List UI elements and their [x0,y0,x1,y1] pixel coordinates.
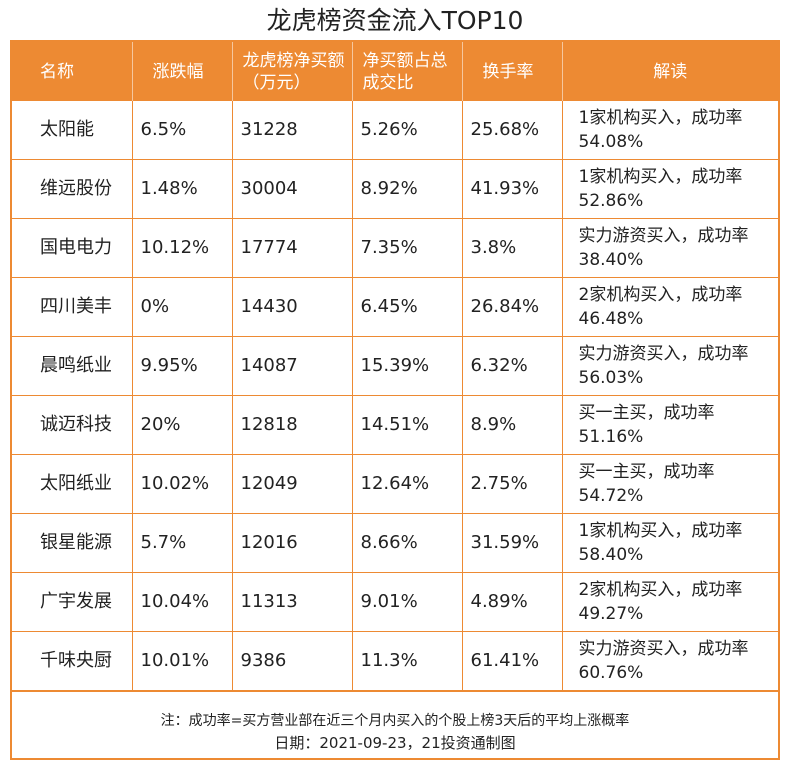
cell-ratio: 5.26% [352,101,463,160]
cell-net-buy: 9386 [232,631,353,692]
header-ratio: 净买额占总成交比 [352,42,463,101]
header-turnover: 换手率 [462,42,563,101]
cell-name: 太阳能 [12,101,133,160]
table-header-row: 名称 涨跌幅 龙虎榜净买额（万元） 净买额占总成交比 换手率 解读 [12,42,778,101]
date-line: 日期：2021-09-23，21投资通制图 [274,734,516,752]
cell-change: 9.95% [132,336,233,396]
table-row: 太阳能 6.5% 31228 5.26% 25.68% 1家机构买入，成功率54.08% [12,101,778,160]
cell-reading: 实力游资买入，成功率56.03% [562,336,778,396]
table-row: 诚迈科技 20% 12818 14.51% 8.9% 买一主买，成功率51.16% [12,395,778,455]
cell-change: 5.7% [132,513,233,573]
table-frame: 名称 涨跌幅 龙虎榜净买额（万元） 净买额占总成交比 换手率 解读 太阳能 6.5… [10,40,780,760]
table-row: 银星能源 5.7% 12016 8.66% 31.59% 1家机构买入，成功率58.40% [12,513,778,573]
table-row: 维远股份 1.48% 30004 8.92% 41.93% 1家机构买入，成功率52.86… [12,159,778,219]
cell-name: 晨鸣纸业 [12,336,133,396]
cell-ratio: 15.39% [352,336,463,396]
cell-name: 银星能源 [12,513,133,573]
cell-turnover: 2.75% [462,454,563,514]
cell-turnover: 26.84% [462,277,563,337]
cell-name: 国电电力 [12,218,133,278]
table-row: 太阳纸业 10.02% 12049 12.64% 2.75% 买一主买，成功率54.72% [12,454,778,514]
cell-reading: 实力游资买入，成功率38.40% [562,218,778,278]
cell-name: 千味央厨 [12,631,133,692]
cell-turnover: 3.8% [462,218,563,278]
cell-ratio: 14.51% [352,395,463,455]
cell-ratio: 7.35% [352,218,463,278]
cell-ratio: 8.92% [352,159,463,219]
cell-ratio: 9.01% [352,572,463,632]
cell-turnover: 31.59% [462,513,563,573]
cell-change: 10.12% [132,218,233,278]
cell-name: 四川美丰 [12,277,133,337]
header-reading: 解读 [562,42,778,101]
cell-net-buy: 12818 [232,395,353,455]
cell-turnover: 41.93% [462,159,563,219]
header-net-buy: 龙虎榜净买额（万元） [232,42,353,101]
cell-reading: 1家机构买入，成功率54.08% [562,101,778,160]
cell-net-buy: 30004 [232,159,353,219]
cell-ratio: 6.45% [352,277,463,337]
cell-name: 维远股份 [12,159,133,219]
table-row: 四川美丰 0% 14430 6.45% 26.84% 2家机构买入，成功率46.48% [12,277,778,337]
cell-net-buy: 14430 [232,277,353,337]
cell-turnover: 8.9% [462,395,563,455]
cell-turnover: 4.89% [462,572,563,632]
cell-net-buy: 14087 [232,336,353,396]
cell-reading: 1家机构买入，成功率52.86% [562,159,778,219]
cell-net-buy: 31228 [232,101,353,160]
cell-net-buy: 17774 [232,218,353,278]
cell-change: 0% [132,277,233,337]
cell-name: 广宇发展 [12,572,133,632]
cell-turnover: 61.41% [462,631,563,692]
cell-change: 20% [132,395,233,455]
cell-net-buy: 12049 [232,454,353,514]
cell-ratio: 11.3% [352,631,463,692]
cell-change: 1.48% [132,159,233,219]
footnote: 注：成功率=买方营业部在近三个月内买入的个股上榜3天后的平均上涨概率 [160,713,630,729]
cell-ratio: 8.66% [352,513,463,573]
cell-name: 太阳纸业 [12,454,133,514]
cell-reading: 1家机构买入，成功率58.40% [562,513,778,573]
cell-reading: 2家机构买入，成功率46.48% [562,277,778,337]
table-row: 国电电力 10.12% 17774 7.35% 3.8% 实力游资买入，成功率38.40% [12,218,778,278]
cell-turnover: 25.68% [462,101,563,160]
cell-change: 10.01% [132,631,233,692]
cell-turnover: 6.32% [462,336,563,396]
cell-reading: 买一主买，成功率51.16% [562,395,778,455]
page-title: 龙虎榜资金流入TOP10 [266,6,524,35]
cell-change: 6.5% [132,101,233,160]
cell-reading: 实力游资买入，成功率60.76% [562,631,778,692]
table-row: 广宇发展 10.04% 11313 9.01% 4.89% 2家机构买入，成功率49.27… [12,572,778,632]
header-name: 名称 [12,42,133,101]
table-row: 晨鸣纸业 9.95% 14087 15.39% 6.32% 实力游资买入，成功率56.03… [12,336,778,396]
data-table: 名称 涨跌幅 龙虎榜净买额（万元） 净买额占总成交比 换手率 解读 太阳能 6.5… [12,42,778,692]
cell-reading: 买一主买，成功率54.72% [562,454,778,514]
cell-ratio: 12.64% [352,454,463,514]
cell-name: 诚迈科技 [12,395,133,455]
cell-net-buy: 11313 [232,572,353,632]
header-change: 涨跌幅 [132,42,233,101]
cell-reading: 2家机构买入，成功率49.27% [562,572,778,632]
cell-change: 10.04% [132,572,233,632]
table-row: 千味央厨 10.01% 9386 11.3% 61.41% 实力游资买入，成功率60.76… [12,631,778,692]
cell-change: 10.02% [132,454,233,514]
cell-net-buy: 12016 [232,513,353,573]
